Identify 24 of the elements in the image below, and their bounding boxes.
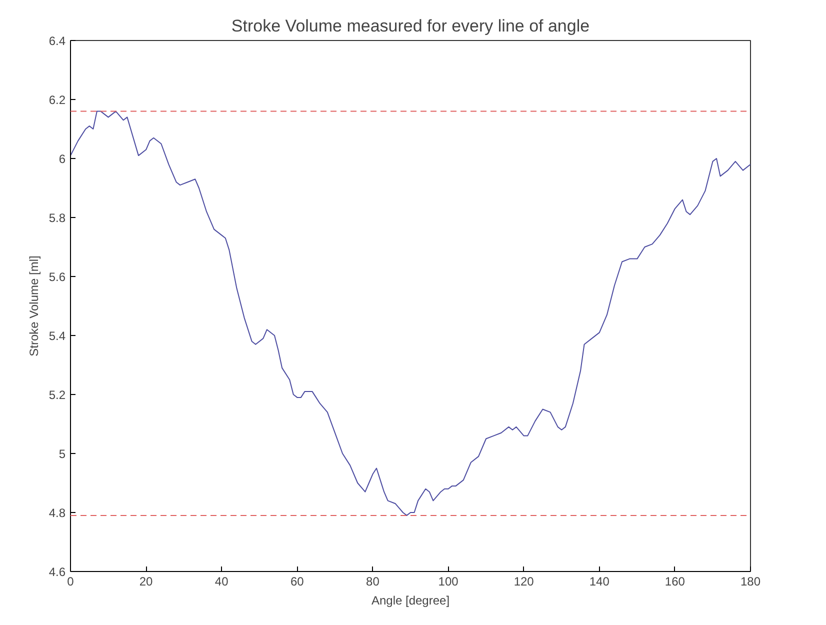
x-tick-label: 160 bbox=[664, 574, 686, 588]
y-tick-label: 5.2 bbox=[48, 388, 66, 402]
x-tick-label: 80 bbox=[366, 574, 380, 588]
x-tick-label: 40 bbox=[214, 574, 229, 588]
y-tick-label: 5.4 bbox=[48, 329, 66, 343]
line-series bbox=[70, 110, 750, 516]
x-tick-label: 180 bbox=[740, 574, 761, 588]
y-tick-label: 6 bbox=[58, 152, 66, 166]
y-tick-label: 6.2 bbox=[48, 93, 66, 107]
y-tick-label: 5 bbox=[58, 447, 66, 461]
x-axis-title: Angle [degree] bbox=[371, 594, 450, 608]
x-tick-label: 60 bbox=[290, 574, 304, 588]
y-axis-title: Stroke Volume [ml] bbox=[26, 256, 41, 356]
x-tick-label: 120 bbox=[514, 574, 534, 588]
y-tick-label: 6.4 bbox=[48, 34, 66, 48]
y-tick-label: 5.6 bbox=[48, 270, 66, 284]
chart-title: Stroke Volume measured for every line of angle bbox=[231, 16, 590, 36]
x-tick-label: 100 bbox=[438, 574, 459, 588]
y-tick-label: 4.8 bbox=[48, 506, 66, 520]
x-tick-label: 0 bbox=[67, 574, 74, 588]
x-tick-label: 140 bbox=[589, 574, 610, 588]
y-tick-label: 4.6 bbox=[48, 565, 66, 579]
x-tick-label: 20 bbox=[139, 574, 154, 588]
y-tick-label: 5.8 bbox=[48, 211, 66, 225]
